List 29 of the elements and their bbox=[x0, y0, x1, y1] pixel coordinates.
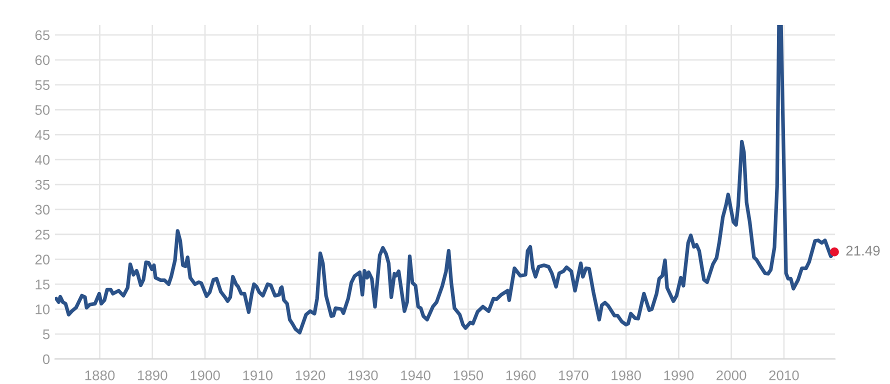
y-tick-label: 40 bbox=[35, 154, 50, 165]
y-tick-label: 20 bbox=[35, 254, 50, 264]
x-tick-label: 1940 bbox=[401, 370, 430, 380]
y-tick-label: 45 bbox=[35, 130, 50, 140]
y-tick-label: 15 bbox=[36, 280, 50, 290]
x-tick-label: 1930 bbox=[348, 370, 378, 380]
x-tick-label: 1920 bbox=[296, 370, 326, 380]
x-tick-label: 1880 bbox=[85, 370, 115, 380]
data-label: 21.49 bbox=[846, 246, 880, 256]
y-tick-label: 25 bbox=[35, 230, 50, 240]
x-tick-label: 1980 bbox=[612, 370, 641, 380]
x-tick-label: 2010 bbox=[769, 370, 799, 380]
x-tick-label: 1970 bbox=[559, 370, 588, 380]
y-tick-label: 10 bbox=[36, 304, 50, 314]
y-tick-label: 35 bbox=[35, 180, 50, 190]
y-tick-label: 60 bbox=[35, 55, 50, 66]
x-tick-label: 1890 bbox=[138, 370, 168, 380]
x-tick-label: 1910 bbox=[243, 370, 273, 380]
x-tick-label: 1960 bbox=[506, 370, 536, 380]
y-tick-label: 5 bbox=[42, 330, 50, 340]
x-tick-label: 2000 bbox=[716, 370, 746, 380]
y-tick-label: 65 bbox=[35, 30, 50, 40]
y-tick-label: 0 bbox=[42, 354, 50, 364]
x-tick-label: 1950 bbox=[454, 370, 484, 380]
y-tick-label: 30 bbox=[35, 204, 50, 215]
x-tick-label: 1990 bbox=[664, 370, 694, 380]
y-tick-label: 55 bbox=[35, 80, 50, 90]
x-tick-label: 1900 bbox=[190, 370, 220, 380]
y-tick-label: 50 bbox=[35, 105, 50, 115]
